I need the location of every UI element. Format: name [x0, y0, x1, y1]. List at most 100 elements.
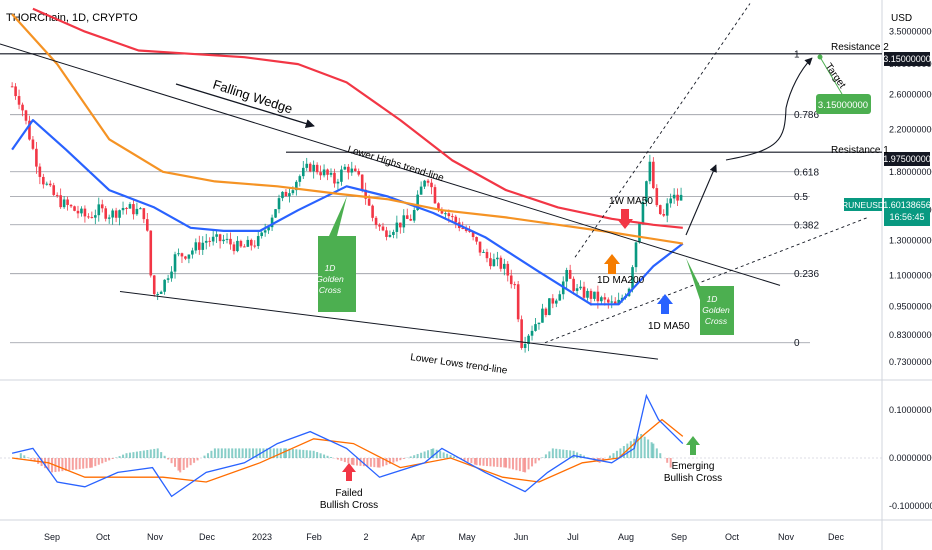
macd-histogram-bar	[312, 450, 315, 458]
macd-histogram-bar	[276, 448, 279, 458]
candle-body	[270, 217, 274, 228]
candle-body	[239, 240, 243, 247]
macd-histogram-bar	[220, 448, 223, 458]
candle-body	[166, 278, 170, 280]
candle-body	[291, 190, 295, 194]
candle-body	[31, 139, 35, 149]
macd-histogram-bar	[245, 448, 248, 458]
candle-body	[579, 286, 582, 289]
candle-body	[582, 286, 586, 298]
candle-body	[544, 308, 548, 316]
candle-body	[641, 201, 645, 223]
resistance-2-tag[interactable]: 3.15000000	[883, 52, 931, 66]
macd-histogram-bar	[71, 458, 74, 470]
candle-body	[603, 297, 607, 300]
fib-level-label: 0.618	[794, 167, 819, 178]
chart-title: THORChain, 1D, CRYPTO	[6, 12, 138, 24]
price-axis[interactable]: 3.500000003.000000002.600000002.20000000…	[889, 27, 932, 511]
macd-histogram-bar	[206, 453, 209, 458]
macd-histogram-bar	[283, 448, 286, 458]
fib-level-label: 0.786	[794, 110, 819, 121]
lower-lows-label: Lower Lows trend-line	[410, 352, 509, 377]
macd-histogram-bar	[135, 451, 138, 458]
candle-body	[204, 240, 208, 243]
macd-histogram-bar	[186, 458, 189, 468]
falling-wedge-label: Falling Wedge	[211, 77, 294, 117]
macd-histogram-bar	[255, 448, 258, 458]
candle-body	[499, 257, 503, 269]
macd-histogram-bar	[629, 441, 632, 458]
candle-body	[534, 324, 537, 331]
candle-body	[478, 241, 482, 253]
candle-body	[222, 239, 225, 242]
golden-cross-callout-2[interactable]: 1D Golden Cross	[686, 258, 734, 335]
macd-histogram-bar	[125, 453, 128, 458]
candle-body	[451, 216, 454, 218]
resistance-1-value: 1.97500000	[883, 154, 931, 164]
macd-histogram-bar	[182, 458, 185, 470]
macd-histogram-bar	[298, 449, 301, 458]
candle-body	[381, 226, 385, 231]
macd-histogram-bar	[227, 448, 230, 458]
symbol-price-tag[interactable]: RUNEUSD 1.60138656 16:56:45	[842, 198, 931, 226]
candle-body	[305, 163, 309, 168]
macd-histogram-bar	[196, 458, 199, 461]
macd-histogram-bar	[111, 458, 114, 459]
macd-histogram-bar	[562, 449, 565, 458]
candle-body	[14, 86, 17, 97]
candle-body	[343, 166, 347, 170]
macd-histogram-bar	[224, 448, 227, 458]
macd-histogram-bar	[295, 449, 298, 458]
golden-cross-callout-1[interactable]: 1D Golden Cross	[316, 196, 356, 312]
time-axis[interactable]: Sep Oct Nov Dec 2023 Feb 2 Apr May Jun Jul Aug Sep Oc…	[44, 532, 845, 542]
macd-histogram-bar	[284, 448, 287, 458]
resistance-1-tag[interactable]: 1.97500000	[883, 152, 931, 166]
macd-histogram-bar	[485, 458, 488, 467]
macd-histogram-bar	[548, 451, 551, 458]
macd-histogram-bar	[291, 449, 294, 458]
macd-histogram-bar	[531, 458, 534, 467]
candle-body	[516, 284, 520, 320]
macd-histogram-bar	[541, 457, 544, 458]
macd-histogram-bar	[97, 458, 100, 465]
candle-body	[347, 166, 350, 173]
trendlines[interactable]	[0, 3, 869, 360]
macd-histogram-bar	[156, 448, 159, 458]
macd-histogram-bar	[534, 458, 537, 464]
candle-body	[118, 210, 121, 218]
candle-body	[274, 209, 277, 218]
candle-body	[10, 86, 14, 88]
macd-histogram-bar	[90, 458, 93, 468]
macd-histogram-bar	[326, 455, 329, 458]
candle-body	[360, 174, 364, 190]
target-annotation[interactable]: Target 3.15000000	[816, 54, 871, 115]
macd-histogram-bar	[19, 453, 22, 458]
target-value-box	[816, 94, 871, 114]
candle-body	[288, 193, 291, 197]
fibonacci-retracement[interactable]: 1 0.786 0.618 0.5 0.382 0.236 0	[0, 49, 882, 349]
candle-body	[541, 308, 544, 323]
emerging-cross-arrow-icon	[686, 436, 700, 455]
macd-histogram-bar	[343, 458, 346, 463]
macd-histogram-bar	[479, 458, 482, 466]
candle-body	[111, 210, 114, 218]
candle-body	[308, 163, 312, 172]
macd-histogram-bar	[355, 458, 358, 466]
macd-histogram-bar	[499, 458, 502, 468]
candle-body	[17, 96, 21, 105]
macd-histogram-bar	[347, 458, 350, 464]
falling-wedge-arrow	[175, 83, 315, 128]
candle-body	[197, 242, 201, 250]
macd-histogram-bar	[26, 457, 29, 458]
macd-histogram-bar	[508, 458, 511, 469]
projection-arrow-3	[785, 57, 813, 109]
macd-histogram-bar	[453, 456, 456, 458]
macd-histogram-bar	[376, 458, 379, 468]
macd-histogram-bar	[203, 455, 206, 458]
candle-body	[426, 180, 430, 183]
candle-body	[333, 172, 336, 184]
macd-histogram-bar	[666, 458, 669, 463]
candle-body	[215, 234, 218, 237]
falling-wedge-annotation[interactable]: Falling Wedge	[175, 77, 315, 128]
macd-histogram-bar	[305, 450, 308, 458]
